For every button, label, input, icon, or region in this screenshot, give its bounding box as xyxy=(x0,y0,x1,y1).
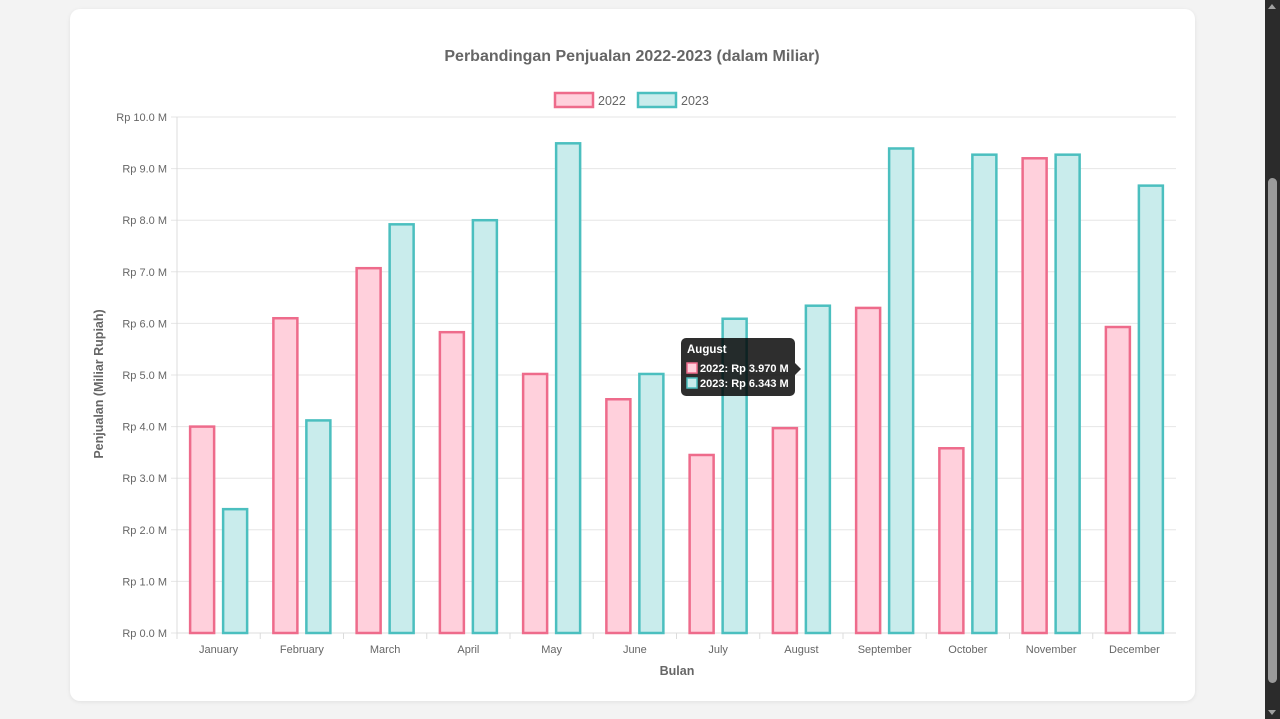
tooltip-swatch-2022 xyxy=(686,362,698,374)
bar-2023-january[interactable] xyxy=(221,507,249,635)
x-tick-label: November xyxy=(1026,644,1077,656)
y-tick-label: Rp 3.0 M xyxy=(122,473,167,485)
y-tick-label: Rp 7.0 M xyxy=(122,267,167,279)
x-axis-title: Bulan xyxy=(660,664,695,678)
legend-item-2023[interactable]: 2023 xyxy=(636,91,709,109)
bar-2023-june[interactable] xyxy=(638,372,665,635)
y-axis: Rp 0.0 M Rp 1.0 M Rp 2.0 M Rp 3.0 M Rp 4.0 M… xyxy=(116,112,178,640)
legend-swatch-2022 xyxy=(553,91,595,109)
scroll-down-icon[interactable] xyxy=(1268,710,1276,715)
bar-2023-march[interactable] xyxy=(388,223,415,635)
bar-2022-october[interactable] xyxy=(938,447,965,635)
bar-2022-march[interactable] xyxy=(355,266,382,635)
scroll-thumb[interactable] xyxy=(1268,178,1277,683)
y-tick-label: Rp 2.0 M xyxy=(122,525,167,537)
x-tick-label: February xyxy=(280,644,325,656)
x-tick-label: October xyxy=(948,644,987,656)
y-tick-label: Rp 6.0 M xyxy=(122,318,167,330)
x-tick-label: September xyxy=(858,644,912,656)
gridlines xyxy=(171,116,1176,634)
bar-2022-december[interactable] xyxy=(1104,325,1132,635)
y-tick-label: Rp 4.0 M xyxy=(122,422,167,434)
x-tick-label: March xyxy=(370,644,401,656)
bar-2023-october[interactable] xyxy=(971,153,998,635)
x-tick-label: June xyxy=(623,644,647,656)
x-tick-label: December xyxy=(1109,644,1160,656)
bar-2023-may[interactable] xyxy=(554,142,582,635)
x-tick-label: May xyxy=(541,644,562,656)
legend[interactable]: 2022 2023 xyxy=(553,91,709,109)
bar-2022-june[interactable] xyxy=(605,398,632,635)
chart-title: Perbandingan Penjualan 2022-2023 (dalam … xyxy=(444,48,819,65)
legend-label-2022: 2022 xyxy=(598,94,626,108)
bar-2023-november[interactable] xyxy=(1054,153,1081,635)
y-tick-label: Rp 10.0 M xyxy=(116,112,167,124)
x-tick-label: January xyxy=(199,644,239,656)
bars[interactable] xyxy=(188,142,1165,635)
bar-2022-may[interactable] xyxy=(521,372,549,635)
legend-swatch-2023 xyxy=(636,91,678,109)
scroll-up-icon[interactable] xyxy=(1268,4,1276,9)
legend-item-2022[interactable]: 2022 xyxy=(553,91,626,109)
tooltip-swatch-2023 xyxy=(686,377,698,389)
bar-2022-november[interactable] xyxy=(1021,157,1048,635)
bar-2023-april[interactable] xyxy=(471,218,499,635)
bar-chart: Perbandingan Penjualan 2022-2023 (dalam … xyxy=(92,48,1176,678)
bar-2022-august[interactable] xyxy=(771,426,799,635)
tooltip-line-2023: 2023: Rp 6.343 M xyxy=(700,378,789,390)
bar-2023-december[interactable] xyxy=(1137,184,1165,635)
tooltip-title: August xyxy=(687,344,727,356)
x-tick-label: April xyxy=(457,644,479,656)
x-tick-label: July xyxy=(708,644,728,656)
bar-2023-august[interactable] xyxy=(804,304,832,635)
bar-2022-february[interactable] xyxy=(272,316,299,635)
y-axis-title: Penjualan (Miliar Rupiah) xyxy=(92,309,106,458)
bar-2022-april[interactable] xyxy=(438,330,466,635)
bar-2022-january[interactable] xyxy=(188,425,216,635)
tooltip: August 2022: Rp 3.970 M 2023: Rp 6.343 M xyxy=(681,338,801,396)
y-tick-label: Rp 8.0 M xyxy=(122,215,167,227)
chart-card: Perbandingan Penjualan 2022-2023 (dalam … xyxy=(70,9,1195,701)
x-tick-label: August xyxy=(784,644,818,656)
tooltip-caret xyxy=(795,363,801,375)
x-axis: January February March April May June July Augu… xyxy=(176,632,1176,656)
bar-2023-september[interactable] xyxy=(887,147,915,635)
tooltip-line-2022: 2022: Rp 3.970 M xyxy=(700,363,789,375)
y-tick-label: Rp 5.0 M xyxy=(122,370,167,382)
bar-2022-september[interactable] xyxy=(854,306,882,635)
y-tick-label: Rp 0.0 M xyxy=(122,628,167,640)
page-scrollbar[interactable] xyxy=(1265,0,1280,719)
bar-2022-july[interactable] xyxy=(688,453,715,635)
y-tick-label: Rp 9.0 M xyxy=(122,164,167,176)
legend-label-2023: 2023 xyxy=(681,94,709,108)
bar-2023-february[interactable] xyxy=(305,419,332,635)
y-tick-label: Rp 1.0 M xyxy=(122,576,167,588)
tooltip-box xyxy=(681,338,795,396)
